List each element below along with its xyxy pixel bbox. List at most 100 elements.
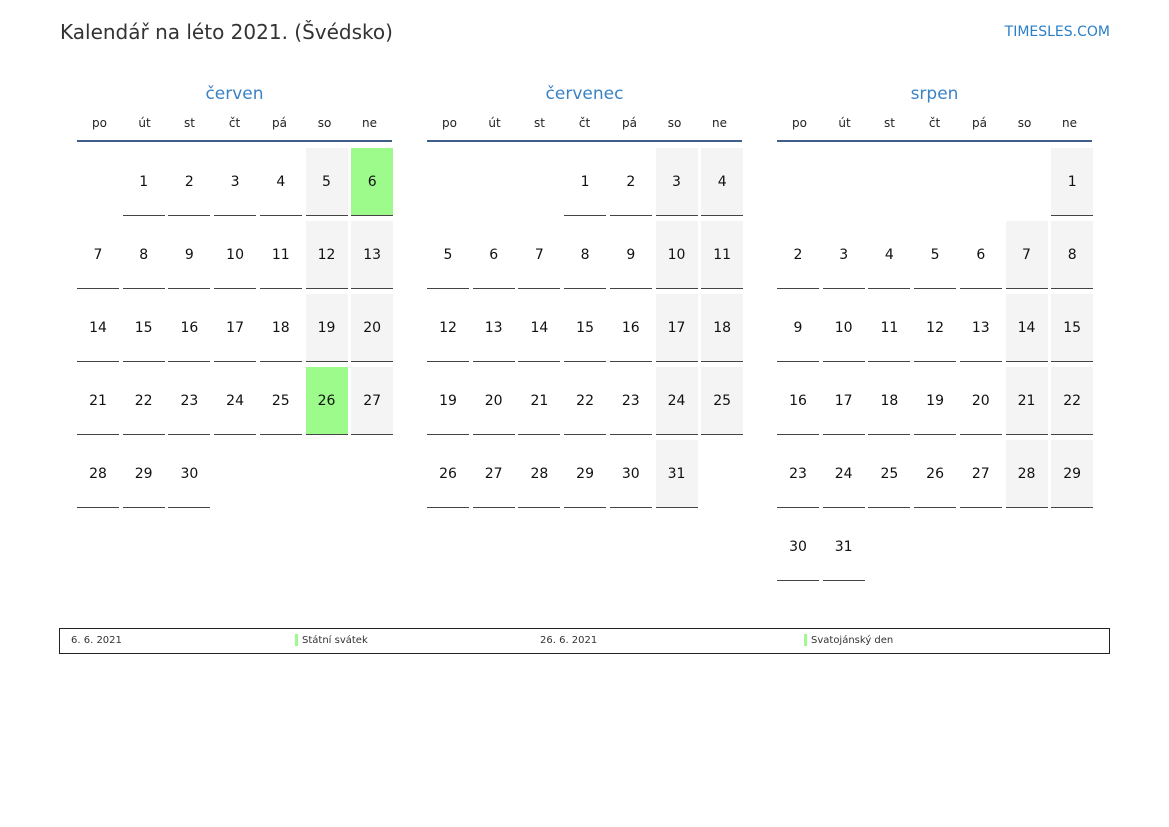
weekday-label: út	[488, 116, 501, 130]
weekday-label: čt	[928, 116, 941, 130]
day-cell: 5	[914, 221, 957, 289]
holiday-color-marker	[295, 634, 298, 646]
weekday-label: po	[442, 116, 457, 130]
day-cell: 21	[77, 367, 119, 435]
month-title: srpen	[910, 84, 959, 104]
weekday-label: út	[838, 116, 851, 130]
month-title: červenec	[545, 84, 624, 104]
day-cell: 8	[122, 221, 165, 289]
day-cell: 21	[1005, 367, 1048, 435]
day-cell: 20	[959, 367, 1002, 435]
weekday-label: pá	[272, 116, 287, 130]
day-cell: 29	[564, 440, 607, 508]
day-cell: 1	[122, 148, 165, 216]
day-cell: 27	[351, 367, 394, 435]
day-cell: 23	[777, 440, 819, 508]
holiday-legend: 6. 6. 2021 Státní svátek 26. 6. 2021 Sva…	[59, 628, 1110, 654]
weekday-label: ne	[712, 116, 727, 130]
day-cell: 8	[1051, 221, 1094, 289]
day-cell: 14	[77, 294, 119, 362]
day-cell: 17	[822, 367, 865, 435]
day-cell: 20	[351, 294, 394, 362]
day-cell: 28	[1005, 440, 1048, 508]
day-cell: 31	[822, 513, 865, 581]
holiday-day-cell: 6	[351, 148, 394, 216]
day-cell: 21	[518, 367, 561, 435]
weekday-label: so	[1017, 116, 1032, 130]
day-cell: 30	[777, 513, 819, 581]
day-cell: 7	[518, 221, 561, 289]
day-cell: 4	[868, 221, 911, 289]
day-cell: 31	[655, 440, 698, 508]
day-cell: 23	[168, 367, 211, 435]
legend-date: 26. 6. 2021	[540, 635, 598, 646]
day-cell: 15	[122, 294, 165, 362]
weekday-label: út	[138, 116, 151, 130]
day-cell: 19	[914, 367, 957, 435]
day-cell: 30	[168, 440, 211, 508]
month-june: červen po út st čt pá so ne 1 2 3 4 5 6 7 8 9 10 11 12 13 1…	[77, 84, 394, 508]
day-cell: 4	[701, 148, 744, 216]
day-cell: 1	[1051, 148, 1094, 216]
legend-label: Státní svátek	[302, 635, 368, 646]
weekday-label: po	[92, 116, 107, 130]
day-cell: 15	[564, 294, 607, 362]
day-cell: 11	[868, 294, 911, 362]
day-cell: 29	[1051, 440, 1094, 508]
brand-link[interactable]: TIMESLES.COM	[1004, 24, 1110, 40]
weekday-label: pá	[972, 116, 987, 130]
day-cell: 27	[472, 440, 515, 508]
day-cell: 28	[518, 440, 561, 508]
day-cell: 12	[914, 294, 957, 362]
legend-label: Svatojánský den	[811, 635, 894, 646]
day-cell: 24	[214, 367, 257, 435]
day-cell: 5	[305, 148, 348, 216]
day-cell: 20	[472, 367, 515, 435]
day-cell: 19	[427, 367, 469, 435]
day-cell: 18	[701, 294, 744, 362]
holiday-day-cell: 26	[305, 367, 348, 435]
day-cell: 17	[214, 294, 257, 362]
day-cell: 24	[822, 440, 865, 508]
day-cell: 6	[472, 221, 515, 289]
day-cell: 7	[1005, 221, 1048, 289]
day-cell: 25	[701, 367, 744, 435]
day-cell: 11	[259, 221, 302, 289]
day-cell: 13	[959, 294, 1002, 362]
month-august: srpen po út st čt pá so ne 1 2 3 4 5 6 7 8 9 10 11 12 13 14…	[777, 84, 1094, 581]
day-cell: 14	[518, 294, 561, 362]
month-july: červenec po út st čt pá so ne 1 2 3 4 5 6 7 8 9 10 11 12 1…	[427, 84, 744, 508]
day-cell: 23	[609, 367, 652, 435]
day-cell: 22	[1051, 367, 1094, 435]
day-cell: 7	[77, 221, 119, 289]
day-cell: 22	[564, 367, 607, 435]
day-cell: 12	[305, 221, 348, 289]
day-cell: 2	[609, 148, 652, 216]
weekday-header: po út st čt pá so ne	[427, 108, 742, 142]
day-cell: 13	[472, 294, 515, 362]
day-cell: 15	[1051, 294, 1094, 362]
weekday-label: so	[667, 116, 682, 130]
day-cell: 9	[777, 294, 819, 362]
day-cell: 16	[168, 294, 211, 362]
day-cell: 30	[609, 440, 652, 508]
day-cell: 25	[259, 367, 302, 435]
day-cell: 25	[868, 440, 911, 508]
day-cell: 8	[564, 221, 607, 289]
day-cell: 6	[959, 221, 1002, 289]
day-cell: 1	[564, 148, 607, 216]
day-cell: 12	[427, 294, 469, 362]
weekday-label: pá	[622, 116, 637, 130]
day-cell: 18	[868, 367, 911, 435]
legend-date: 6. 6. 2021	[71, 635, 122, 646]
day-cell: 24	[655, 367, 698, 435]
holiday-color-marker	[804, 634, 807, 646]
day-cell: 16	[777, 367, 819, 435]
day-cell: 28	[77, 440, 119, 508]
weekday-label: st	[184, 116, 195, 130]
day-cell: 29	[122, 440, 165, 508]
weekday-label: ne	[362, 116, 377, 130]
day-cell: 13	[351, 221, 394, 289]
day-cell: 3	[214, 148, 257, 216]
